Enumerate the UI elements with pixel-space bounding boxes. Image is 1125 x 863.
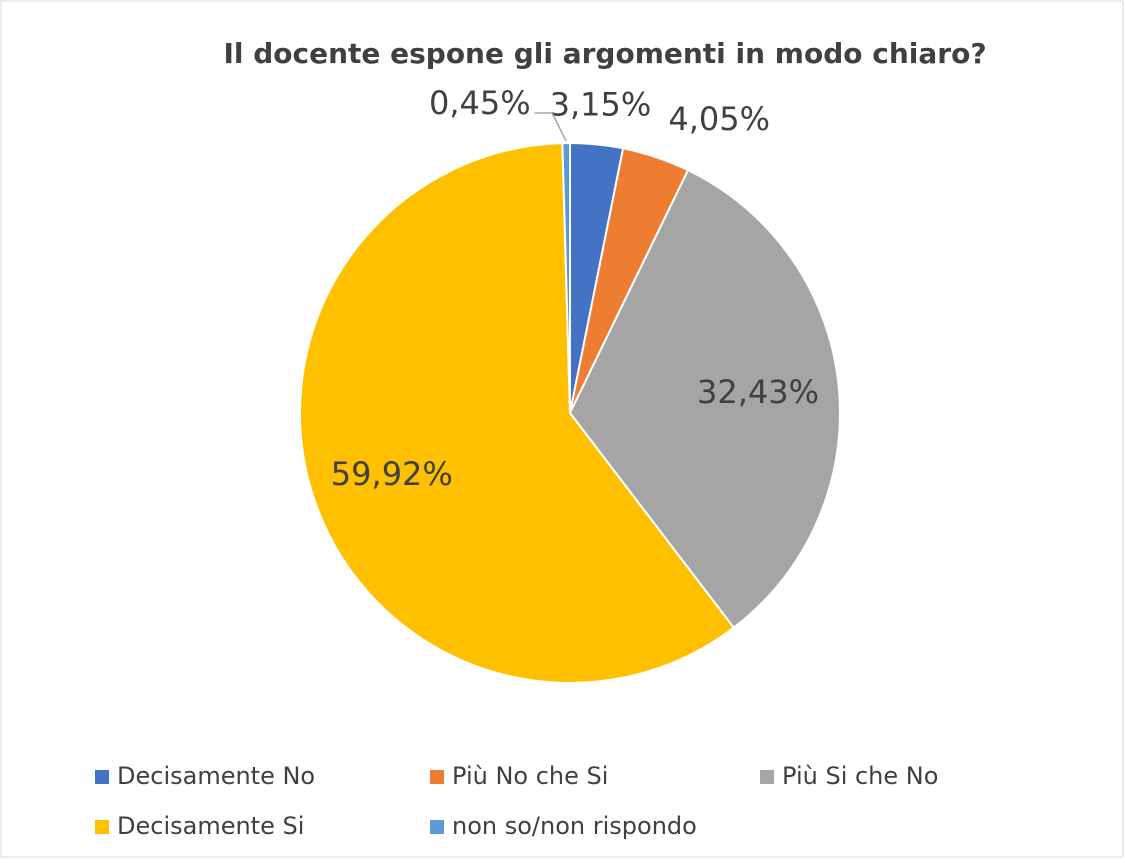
legend-swatch xyxy=(760,770,774,784)
data-label: 32,43% xyxy=(697,373,819,411)
legend-label: Decisamente No xyxy=(117,762,315,790)
legend-label: non so/non rispondo xyxy=(452,812,697,840)
pie-slice xyxy=(299,142,736,684)
data-label: 59,92% xyxy=(331,455,453,493)
legend-swatch xyxy=(95,820,109,834)
legend-swatch xyxy=(430,820,444,834)
legend-swatch xyxy=(430,770,444,784)
leader-line xyxy=(534,112,567,142)
legend-label: Più Si che No xyxy=(782,762,938,790)
chart-title: Il docente espone gli argomenti in modo … xyxy=(223,37,986,70)
data-label: 0,45% xyxy=(429,84,531,122)
legend-label: Decisamente Si xyxy=(117,812,304,840)
legend-swatch xyxy=(95,770,109,784)
pie-slice xyxy=(561,141,571,414)
data-label: 3,15% xyxy=(550,86,652,124)
legend-label: Più No che Si xyxy=(452,762,608,790)
pie-slice xyxy=(568,168,841,630)
data-label: 4,05% xyxy=(668,100,770,138)
